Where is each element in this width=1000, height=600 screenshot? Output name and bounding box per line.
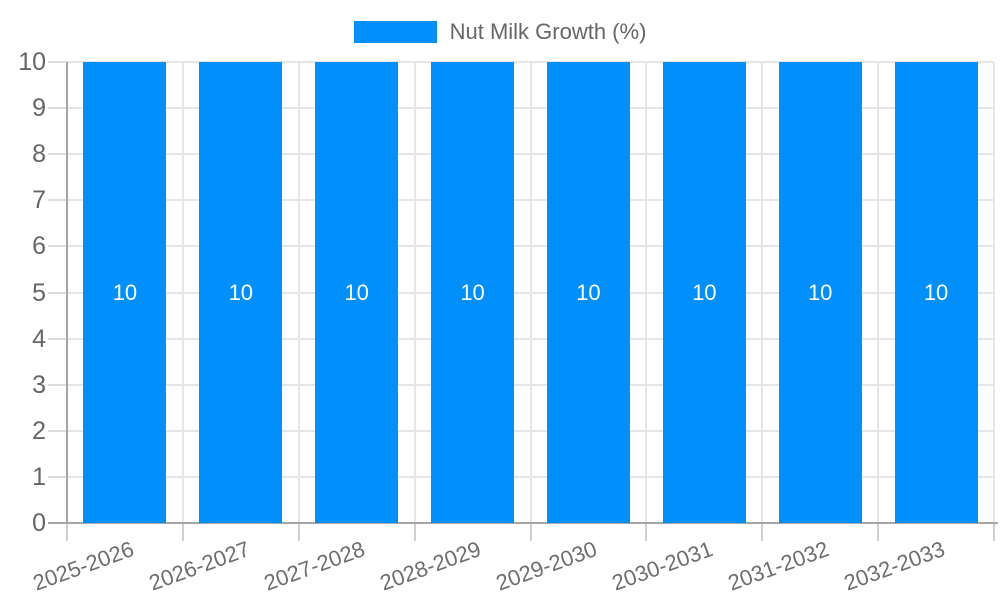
x-axis-tick: [993, 523, 995, 541]
y-axis-label: 2: [32, 416, 46, 445]
y-axis-label: 5: [32, 278, 46, 307]
bar[interactable]: 10: [778, 62, 862, 523]
x-axis-tick: [413, 523, 416, 541]
y-axis-label: 7: [32, 186, 46, 215]
gridline-vertical: [181, 62, 184, 523]
legend[interactable]: Nut Milk Growth (%): [0, 21, 1000, 43]
bar[interactable]: 10: [199, 62, 283, 523]
bar[interactable]: 10: [315, 62, 399, 523]
y-axis-label: 8: [32, 140, 46, 169]
bar-value-label: 10: [460, 279, 485, 305]
y-axis-label: 9: [32, 94, 46, 123]
y-axis-tick: [48, 337, 67, 340]
y-axis-tick: [48, 61, 67, 63]
bar[interactable]: 10: [546, 62, 630, 523]
x-axis-tick: [297, 523, 300, 541]
y-axis-label: 10: [18, 48, 46, 76]
y-axis-tick: [48, 291, 67, 294]
x-axis-label: 2030-2031: [608, 536, 717, 596]
x-axis-tick: [181, 523, 184, 541]
x-axis-label: 2031-2032: [724, 536, 833, 596]
bar-value-label: 10: [112, 279, 138, 305]
x-axis-label: 2025-2026: [29, 536, 137, 596]
y-axis-label: 1: [32, 462, 46, 491]
legend-label: Nut Milk Growth (%): [449, 19, 647, 44]
y-axis-tick: [48, 245, 67, 248]
gridline-vertical: [993, 62, 995, 523]
y-axis-tick: [48, 383, 67, 386]
gridline-vertical: [877, 62, 880, 523]
bar-value-label: 10: [576, 279, 601, 305]
x-axis-tick: [529, 523, 532, 541]
y-axis-tick: [48, 107, 67, 110]
bar[interactable]: 10: [662, 62, 746, 523]
x-axis-label: 2028-2029: [377, 536, 485, 596]
gridline-vertical: [645, 62, 648, 523]
y-axis-tick: [48, 475, 67, 478]
y-axis-label: 0: [32, 509, 46, 537]
x-axis-label: 2029-2030: [492, 536, 601, 596]
y-axis-line: [66, 62, 68, 523]
bar[interactable]: 10: [83, 62, 167, 523]
bar-value-label: 10: [344, 279, 369, 305]
x-axis-tick: [877, 523, 880, 541]
y-axis-label: 4: [32, 324, 46, 353]
bar-value-label: 10: [692, 279, 717, 305]
bar-value-label: 10: [923, 279, 949, 305]
bar[interactable]: 10: [894, 62, 978, 523]
bar-value-label: 10: [228, 279, 254, 305]
y-axis-tick: [48, 199, 67, 202]
gridline-vertical: [297, 62, 300, 523]
bar-value-label: 10: [807, 279, 833, 305]
x-axis-tick: [645, 523, 648, 541]
gridline-vertical: [529, 62, 532, 523]
gridline-vertical: [413, 62, 416, 523]
gridline-vertical: [761, 62, 764, 523]
x-axis-label: 2032-2033: [840, 536, 948, 596]
x-axis-label: 2026-2027: [145, 536, 253, 596]
y-axis-label: 3: [32, 370, 46, 399]
y-axis-tick: [48, 429, 67, 432]
x-axis-tick: [66, 523, 68, 541]
y-axis-tick: [48, 153, 67, 156]
bar[interactable]: 10: [431, 62, 515, 523]
x-axis-tick: [761, 523, 764, 541]
y-axis-label: 6: [32, 232, 46, 261]
x-axis-line: [48, 522, 998, 524]
legend-swatch: [353, 21, 437, 43]
x-axis-label: 2027-2028: [261, 536, 369, 596]
